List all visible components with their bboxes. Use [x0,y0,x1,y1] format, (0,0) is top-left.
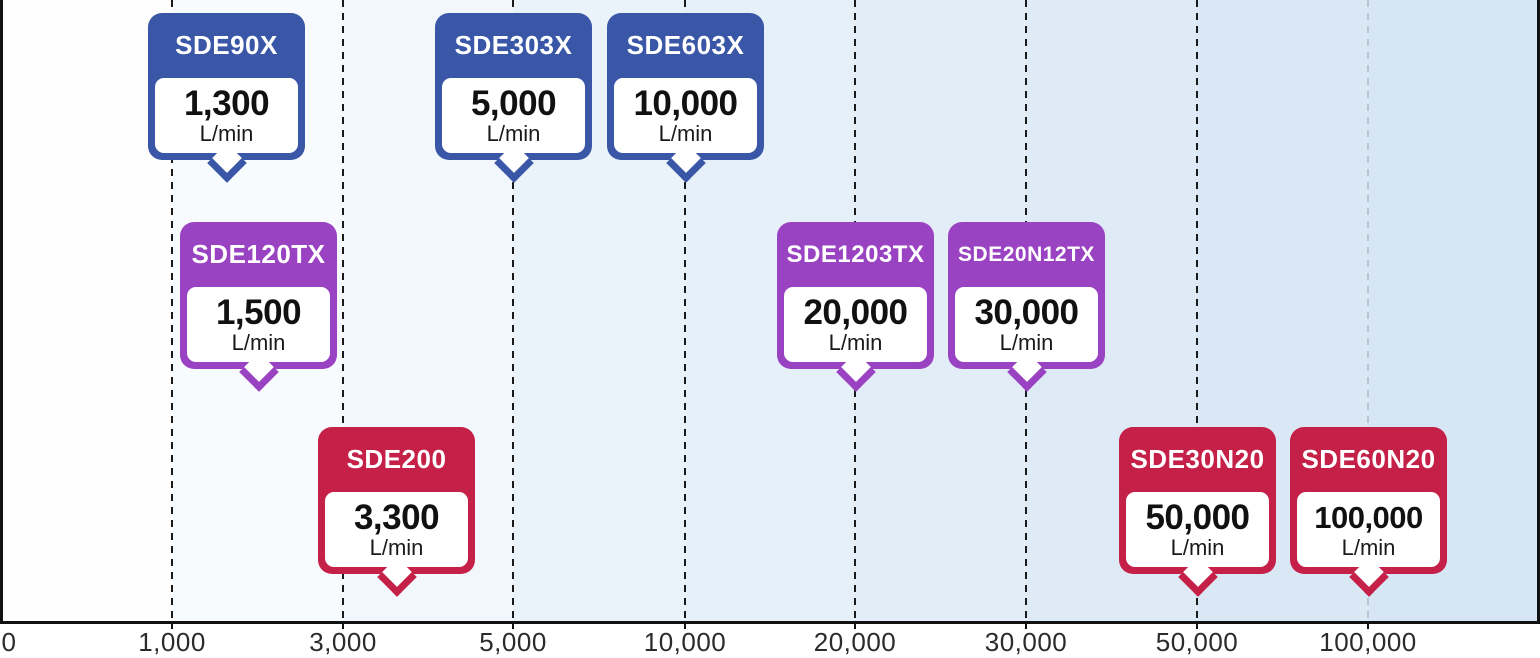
model-name: SDE303X [454,30,573,60]
model-name: SDE1203TX [786,240,925,268]
flow-value-panel: 1,300 L/min [155,78,298,153]
tick-5000 [512,624,514,629]
axis-label-100000: 100,000 [1319,627,1417,657]
flow-value: 100,000 [1314,499,1423,535]
right-border [1537,0,1540,624]
model-name: SDE60N20 [1301,444,1436,474]
axis-label-10000: 10,000 [643,627,727,657]
tick-30000 [1025,624,1027,629]
flow-value: 20,000 [803,292,908,332]
flow-value-panel: 3,300 L/min [325,492,468,567]
model-name: SDE200 [346,444,447,474]
model-name: SDE603X [626,30,745,60]
model-name: SDE30N20 [1130,444,1265,474]
product-badge-sde1203tx: SDE1203TX 20,000 L/min [777,222,934,392]
product-badge-sde20n12tx: SDE20N12TX 30,000 L/min [948,222,1105,392]
tick-10000 [684,624,686,629]
flow-value-panel: 5,000 L/min [442,78,585,153]
gridline-5000 [512,0,514,621]
axis-label-3000: 3,000 [309,627,377,657]
left-border [0,0,3,624]
flow-value-panel: 50,000 L/min [1126,492,1269,567]
flow-unit: L/min [658,120,713,146]
flow-value: 30,000 [974,292,1079,332]
flow-unit: L/min [486,120,541,146]
axis-label-50000: 50,000 [1155,627,1239,657]
product-badge-sde200: SDE200 3,300 L/min [318,427,475,597]
flow-value: 5,000 [470,83,557,123]
axis-label-30000: 30,000 [984,627,1068,657]
flow-value: 3,300 [353,497,440,537]
product-badge-sde60n20: SDE60N20 100,000 L/min [1290,427,1447,597]
product-badge-sde90x: SDE90X 1,300 L/min [148,13,305,183]
product-badge-sde120tx: SDE120TX 1,500 L/min [180,222,337,392]
model-name: SDE120TX [191,239,326,269]
gridline-100000 [1367,0,1369,621]
gridline-10000 [684,0,686,621]
tick-3000 [342,624,344,629]
gridline-50000 [1196,0,1198,621]
product-badge-sde30n20: SDE30N20 50,000 L/min [1119,427,1276,597]
axis-label-1000: 1,000 [138,627,206,657]
flow-unit: L/min [199,120,254,146]
axis-label-5000: 5,000 [479,627,547,657]
flow-value-panel: 100,000 L/min [1297,492,1440,567]
axis-label-20000: 20,000 [813,627,897,657]
tick-1000 [171,624,173,629]
flow-unit: L/min [1341,534,1396,560]
tick-50000 [1196,624,1198,629]
gridline-3000 [342,0,344,621]
flow-unit: L/min [369,534,424,560]
flow-unit: L/min [1170,534,1225,560]
flow-value-panel: 20,000 L/min [784,287,927,362]
tick-20000 [854,624,856,629]
model-name: SDE20N12TX [958,242,1095,266]
x-axis-line [0,621,1540,624]
tick-100000 [1367,624,1369,629]
flow-value-panel: 10,000 L/min [614,78,757,153]
flow-unit: L/min [828,329,883,355]
gridline-1000 [171,0,173,621]
flow-value: 50,000 [1145,497,1250,537]
flow-value-panel: 1,500 L/min [187,287,330,362]
flow-unit: L/min [999,329,1054,355]
flow-value: 1,300 [183,83,270,123]
product-badge-sde303x: SDE303X 5,000 L/min [435,13,592,183]
flow-unit: L/min [231,329,286,355]
product-badge-sde603x: SDE603X 10,000 L/min [607,13,764,183]
flow-value-panel: 30,000 L/min [955,287,1098,362]
flow-value: 1,500 [215,292,302,332]
axis-label-0: 0 [1,627,17,657]
model-name: SDE90X [175,30,278,60]
flow-value: 10,000 [633,83,738,123]
